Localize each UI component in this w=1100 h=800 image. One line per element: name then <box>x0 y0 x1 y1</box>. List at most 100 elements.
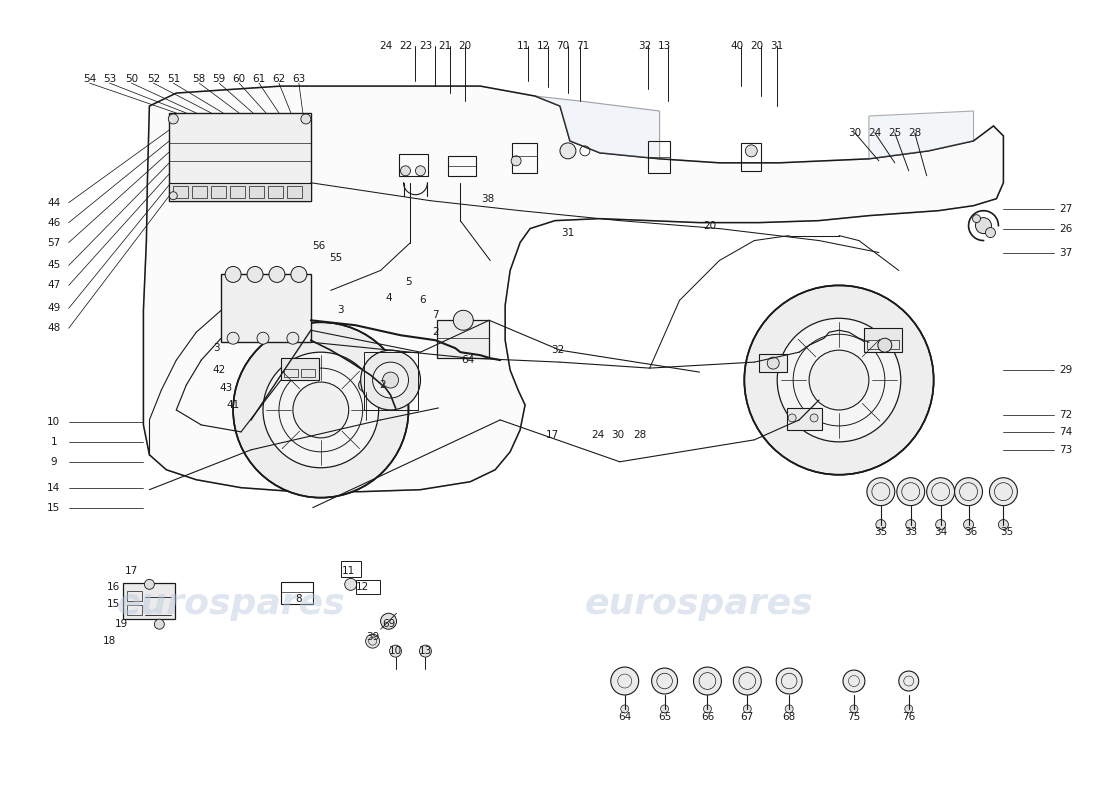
Text: 10: 10 <box>47 417 60 427</box>
Text: 51: 51 <box>167 74 180 84</box>
Bar <box>169 113 311 201</box>
Circle shape <box>990 478 1018 506</box>
Text: 38: 38 <box>482 194 495 204</box>
Circle shape <box>226 266 241 282</box>
Circle shape <box>843 670 865 692</box>
Circle shape <box>620 705 629 713</box>
Circle shape <box>287 332 299 344</box>
Circle shape <box>419 645 431 657</box>
Text: 4: 4 <box>385 294 392 303</box>
Bar <box>867 340 881 349</box>
Circle shape <box>964 519 974 530</box>
Text: 20: 20 <box>703 221 716 230</box>
Circle shape <box>169 192 177 200</box>
Bar <box>884 340 899 349</box>
Text: 25: 25 <box>888 128 901 138</box>
Text: 24: 24 <box>378 42 393 51</box>
Text: 20: 20 <box>459 42 472 51</box>
Text: 17: 17 <box>124 566 139 577</box>
Circle shape <box>744 705 751 713</box>
Circle shape <box>359 378 373 392</box>
Circle shape <box>512 156 521 166</box>
Bar <box>364 352 418 410</box>
Text: 68: 68 <box>782 712 795 722</box>
Text: 61: 61 <box>252 74 265 84</box>
Text: 32: 32 <box>551 345 564 355</box>
Text: 76: 76 <box>902 712 915 722</box>
Text: 6: 6 <box>419 295 426 306</box>
Text: 3: 3 <box>213 343 220 353</box>
Text: 12: 12 <box>356 582 370 592</box>
Circle shape <box>381 614 396 630</box>
Circle shape <box>986 228 996 238</box>
Circle shape <box>344 578 356 590</box>
Text: 11: 11 <box>517 42 530 51</box>
Text: 57: 57 <box>47 238 60 247</box>
Circle shape <box>227 332 239 344</box>
Circle shape <box>785 705 793 713</box>
Text: 8: 8 <box>296 594 303 604</box>
Text: 17: 17 <box>546 430 559 440</box>
Bar <box>301 369 315 377</box>
Bar <box>280 358 319 380</box>
Text: 31: 31 <box>561 227 574 238</box>
Circle shape <box>777 668 802 694</box>
Text: 21: 21 <box>439 42 452 51</box>
Bar <box>287 186 301 198</box>
Circle shape <box>361 350 420 410</box>
Bar <box>355 580 380 594</box>
Bar <box>128 606 142 615</box>
Text: 62: 62 <box>273 74 286 84</box>
Circle shape <box>789 414 796 422</box>
Text: 3: 3 <box>338 306 344 315</box>
Circle shape <box>453 310 473 330</box>
Text: 27: 27 <box>1059 204 1072 214</box>
Circle shape <box>154 619 164 630</box>
Bar <box>230 186 245 198</box>
Circle shape <box>416 166 426 176</box>
Text: 16: 16 <box>107 582 120 592</box>
Circle shape <box>389 645 402 657</box>
Text: 9: 9 <box>51 457 57 466</box>
Polygon shape <box>143 86 1003 492</box>
Circle shape <box>270 266 285 282</box>
Circle shape <box>661 705 669 713</box>
Text: 50: 50 <box>125 74 138 84</box>
Text: 39: 39 <box>366 632 379 642</box>
Bar <box>280 582 312 604</box>
Bar <box>211 186 227 198</box>
Text: 64: 64 <box>462 355 475 365</box>
Text: 64: 64 <box>618 712 631 722</box>
Text: 19: 19 <box>114 619 128 630</box>
Bar <box>341 562 361 578</box>
Text: 34: 34 <box>934 526 947 537</box>
Text: 43: 43 <box>220 383 233 393</box>
Text: 32: 32 <box>638 42 651 51</box>
Text: eurospares: eurospares <box>585 587 814 622</box>
Bar <box>221 274 311 342</box>
Circle shape <box>734 667 761 695</box>
Bar <box>128 591 142 602</box>
Text: 65: 65 <box>658 712 671 722</box>
Text: 41: 41 <box>227 400 240 410</box>
Bar <box>123 583 175 619</box>
Text: 14: 14 <box>47 482 60 493</box>
Bar <box>398 154 428 176</box>
Text: 12: 12 <box>537 42 550 51</box>
Text: 15: 15 <box>107 599 120 610</box>
Text: 7: 7 <box>432 310 439 320</box>
Text: 26: 26 <box>1059 223 1072 234</box>
Text: 24: 24 <box>591 430 605 440</box>
Text: 2: 2 <box>432 327 439 338</box>
Circle shape <box>257 332 270 344</box>
Polygon shape <box>869 111 974 159</box>
Text: 13: 13 <box>419 646 432 656</box>
Bar <box>648 141 670 173</box>
Bar <box>759 354 788 372</box>
Circle shape <box>746 145 757 157</box>
Text: 28: 28 <box>909 128 922 138</box>
Bar <box>741 143 761 170</box>
Circle shape <box>810 350 869 410</box>
Text: 46: 46 <box>47 218 60 228</box>
Circle shape <box>955 478 982 506</box>
